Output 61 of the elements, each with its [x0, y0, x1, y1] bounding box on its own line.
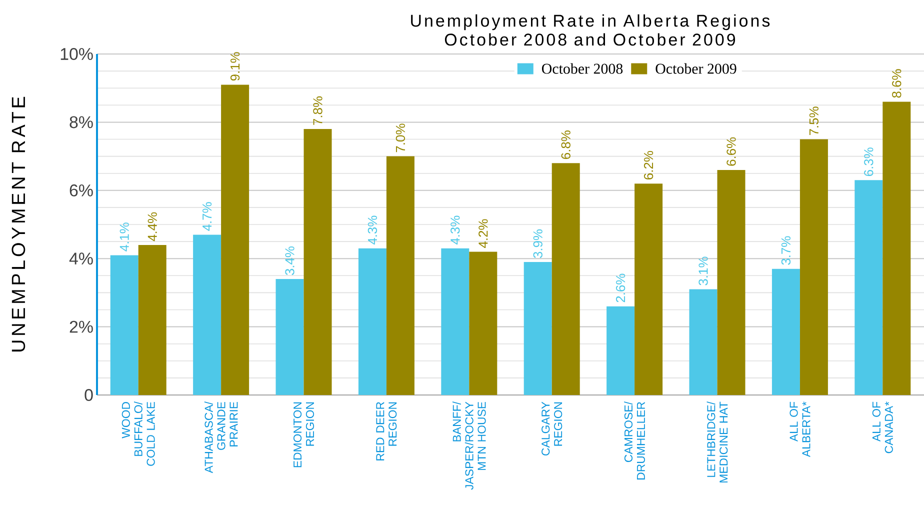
y-tick-label: 4% [69, 252, 93, 265]
data-label: 4.3% [368, 216, 378, 245]
x-tick-label: CAMROSE/ DRUMHELLER [624, 401, 645, 480]
bar [358, 248, 386, 395]
bar [221, 84, 250, 395]
data-label: 4.7% [202, 202, 212, 231]
data-label: 3.9% [533, 229, 542, 258]
bar [634, 184, 663, 395]
bar [276, 279, 304, 395]
y-tick-label: 0 [84, 389, 93, 401]
x-tick-label: ALL OF ALBERTA* [790, 402, 810, 458]
data-label: 6.8% [561, 130, 570, 159]
data-label: 6.6% [726, 137, 736, 166]
x-tick-label: BANFF/ JASPER/ROCKY MTN HOUSE [452, 401, 486, 490]
y-tick-label: 2% [70, 320, 93, 333]
data-label: 4.1% [120, 222, 129, 252]
bar [469, 252, 498, 395]
bar [689, 289, 718, 395]
legend-label: October 2008 [542, 63, 623, 74]
x-tick-label: RED DEER REGION [376, 402, 397, 460]
data-label: 4.3% [450, 216, 460, 245]
bar [606, 306, 635, 395]
data-label: 3.1% [698, 256, 708, 286]
data-label: 3.4% [285, 246, 294, 276]
data-label: 4.4% [148, 212, 157, 242]
data-label: 6.2% [644, 150, 654, 180]
chart-subtitle: October 2008 and October 2009 [444, 33, 736, 46]
x-tick-label: WOOD BUFFALO/ COLD LAKE [122, 401, 155, 466]
x-tick-label: EDMONTON REGION [293, 402, 314, 468]
bar [800, 139, 828, 395]
bar [524, 262, 552, 395]
y-tick-label: 10% [60, 48, 93, 60]
bar [138, 244, 166, 395]
x-tick-label: LETHBRIDGE/ MEDICINE HAT [706, 401, 728, 482]
data-label: 7.0% [396, 124, 406, 152]
legend-label: October 2009 [656, 63, 736, 74]
bar [552, 163, 580, 395]
bar [441, 248, 470, 395]
data-label: 7.5% [809, 106, 819, 136]
x-tick-label: ATHABASCA/ GRANDE PRAIRIE [204, 401, 238, 474]
bar [854, 180, 883, 395]
x-tick-label: CALGARY REGION [542, 402, 562, 456]
data-label: 2.6% [616, 274, 626, 302]
data-label: 6.3% [864, 148, 874, 176]
data-label: 3.7% [781, 236, 791, 265]
y-tick-label: 6% [70, 184, 93, 196]
y-tick-label: 8% [70, 116, 93, 128]
bar [193, 234, 222, 395]
data-label: 7.8% [313, 96, 322, 125]
bar [717, 170, 746, 395]
bar [304, 129, 332, 395]
x-tick-label: ALL OF CANADA* [872, 402, 893, 454]
bar [386, 156, 414, 395]
bar [772, 268, 800, 395]
y-axis-title: UNEMPLOYMENT RATE [12, 96, 26, 352]
data-label: 9.1% [230, 52, 240, 81]
bar [882, 102, 911, 395]
data-label: 8.6% [892, 69, 902, 98]
bar [110, 255, 138, 395]
data-label: 4.2% [478, 219, 488, 248]
chart-title: Unemployment Rate in Alberta Regions [411, 14, 770, 30]
